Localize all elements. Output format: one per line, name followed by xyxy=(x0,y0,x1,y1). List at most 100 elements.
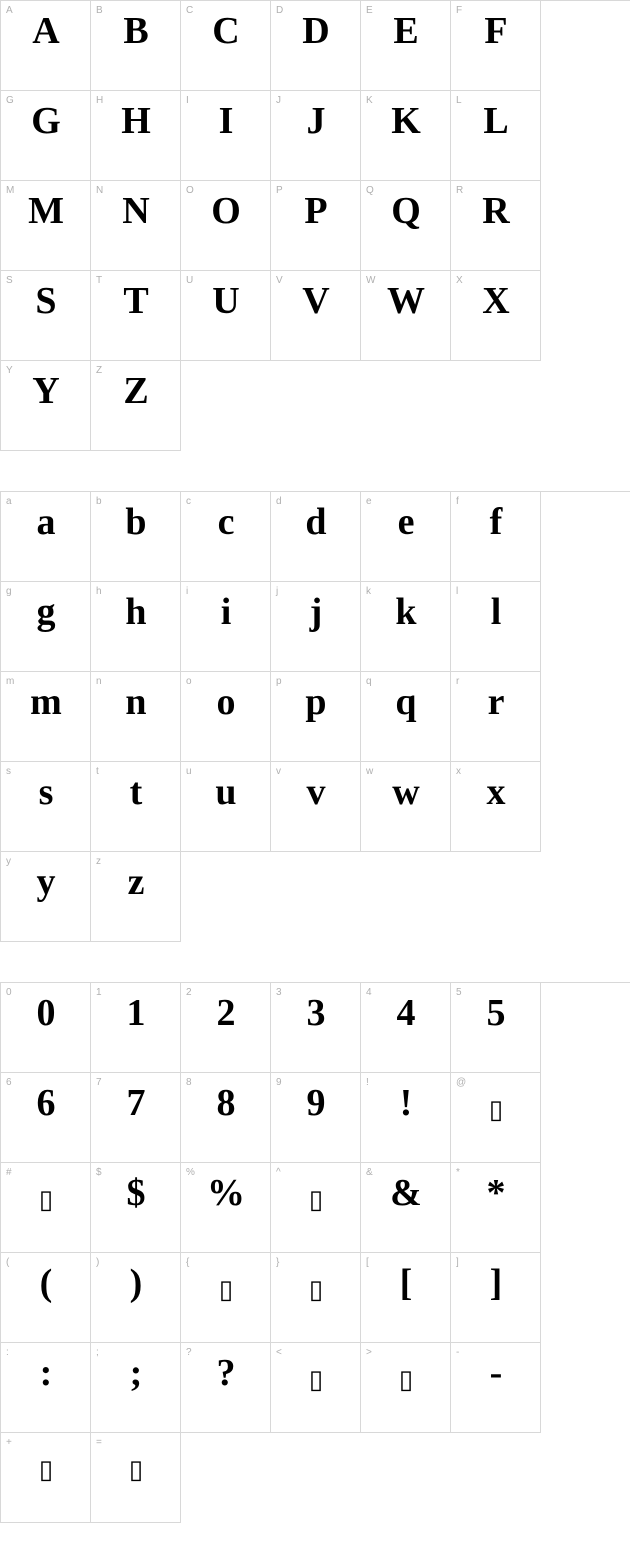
glyph-cell: -- xyxy=(451,1343,541,1433)
cell-glyph: D xyxy=(271,9,360,53)
glyph-cell: HH xyxy=(91,91,181,181)
cell-glyph: j xyxy=(271,590,360,634)
cell-glyph: 0 xyxy=(1,991,90,1035)
cell-glyph: 9 xyxy=(271,1081,360,1125)
cell-glyph: I xyxy=(181,99,270,143)
glyph-cell: qq xyxy=(361,672,451,762)
cell-glyph: o xyxy=(181,680,270,724)
cell-glyph: M xyxy=(1,189,90,233)
glyph-cell: ee xyxy=(361,492,451,582)
cell-glyph: H xyxy=(91,99,180,143)
glyph-cell: DD xyxy=(271,1,361,91)
glyph-cell: ?? xyxy=(181,1343,271,1433)
glyph-grid: AABBCCDDEEFFGGHHIIJJKKLLMMNNOOPPQQRRSSTT… xyxy=(0,0,630,451)
glyph-cell: oo xyxy=(181,672,271,762)
cell-glyph: X xyxy=(451,279,540,323)
cell-glyph: ▯ xyxy=(271,1267,360,1311)
glyph-cell: ff xyxy=(451,492,541,582)
glyph-cell: ZZ xyxy=(91,361,181,451)
glyph-cell: 88 xyxy=(181,1073,271,1163)
cell-glyph: v xyxy=(271,770,360,814)
cell-glyph: n xyxy=(91,680,180,724)
cell-glyph: ▯ xyxy=(91,1447,180,1491)
cell-glyph: 8 xyxy=(181,1081,270,1125)
glyph-cell: 00 xyxy=(1,983,91,1073)
cell-glyph: S xyxy=(1,279,90,323)
glyph-cell: EE xyxy=(361,1,451,91)
glyph-cell: {▯ xyxy=(181,1253,271,1343)
section-lowercase: aabbccddeeffgghhiijjkkllmmnnooppqqrrsstt… xyxy=(0,491,640,942)
cell-glyph: z xyxy=(91,860,180,904)
cell-glyph: & xyxy=(361,1171,450,1215)
glyph-grid: aabbccddeeffgghhiijjkkllmmnnooppqqrrsstt… xyxy=(0,491,630,942)
glyph-cell: (( xyxy=(1,1253,91,1343)
cell-glyph: d xyxy=(271,500,360,544)
cell-glyph: F xyxy=(451,9,540,53)
cell-glyph: G xyxy=(1,99,90,143)
cell-glyph: u xyxy=(181,770,270,814)
glyph-cell: NN xyxy=(91,181,181,271)
cell-glyph: f xyxy=(451,500,540,544)
cell-glyph: a xyxy=(1,500,90,544)
cell-glyph: ▯ xyxy=(1,1447,90,1491)
cell-glyph: [ xyxy=(361,1261,450,1305)
cell-glyph: l xyxy=(451,590,540,634)
cell-glyph: ( xyxy=(1,1261,90,1305)
glyph-cell: JJ xyxy=(271,91,361,181)
section-numbers-symbols: 00112233445566778899!!@▯#▯$$%%^▯&&**(())… xyxy=(0,982,640,1523)
cell-glyph: x xyxy=(451,770,540,814)
glyph-cell: RR xyxy=(451,181,541,271)
glyph-cell: ** xyxy=(451,1163,541,1253)
cell-glyph: ▯ xyxy=(271,1177,360,1221)
cell-glyph: t xyxy=(91,770,180,814)
glyph-cell: )) xyxy=(91,1253,181,1343)
cell-glyph: Y xyxy=(1,369,90,413)
glyph-cell: xx xyxy=(451,762,541,852)
glyph-cell: 99 xyxy=(271,1073,361,1163)
glyph-cell: kk xyxy=(361,582,451,672)
cell-glyph: ] xyxy=(451,1261,540,1305)
character-map: AABBCCDDEEFFGGHHIIJJKKLLMMNNOOPPQQRRSSTT… xyxy=(0,0,640,1523)
cell-glyph: V xyxy=(271,279,360,323)
glyph-cell: && xyxy=(361,1163,451,1253)
cell-glyph: r xyxy=(451,680,540,724)
glyph-cell: SS xyxy=(1,271,91,361)
glyph-cell: QQ xyxy=(361,181,451,271)
glyph-cell: yy xyxy=(1,852,91,942)
cell-glyph: ▯ xyxy=(1,1177,90,1221)
cell-glyph: g xyxy=(1,590,90,634)
section-uppercase: AABBCCDDEEFFGGHHIIJJKKLLMMNNOOPPQQRRSSTT… xyxy=(0,0,640,451)
cell-glyph: 3 xyxy=(271,991,360,1035)
cell-glyph: Q xyxy=(361,189,450,233)
glyph-cell: +▯ xyxy=(1,1433,91,1523)
glyph-grid: 00112233445566778899!!@▯#▯$$%%^▯&&**(())… xyxy=(0,982,630,1523)
cell-glyph: Z xyxy=(91,369,180,413)
cell-glyph: A xyxy=(1,9,90,53)
cell-glyph: ? xyxy=(181,1351,270,1395)
cell-glyph: N xyxy=(91,189,180,233)
cell-glyph: 5 xyxy=(451,991,540,1035)
glyph-cell: ww xyxy=(361,762,451,852)
glyph-cell: 33 xyxy=(271,983,361,1073)
glyph-cell: hh xyxy=(91,582,181,672)
cell-glyph: ▯ xyxy=(271,1357,360,1401)
glyph-cell: pp xyxy=(271,672,361,762)
cell-glyph: q xyxy=(361,680,450,724)
glyph-cell: :: xyxy=(1,1343,91,1433)
glyph-cell: !! xyxy=(361,1073,451,1163)
glyph-cell: CC xyxy=(181,1,271,91)
glyph-cell: [[ xyxy=(361,1253,451,1343)
glyph-cell: LL xyxy=(451,91,541,181)
cell-glyph: E xyxy=(361,9,450,53)
glyph-cell: mm xyxy=(1,672,91,762)
cell-glyph: h xyxy=(91,590,180,634)
cell-glyph: m xyxy=(1,680,90,724)
cell-glyph: 6 xyxy=(1,1081,90,1125)
cell-glyph: w xyxy=(361,770,450,814)
cell-glyph: ▯ xyxy=(181,1267,270,1311)
cell-glyph: p xyxy=(271,680,360,724)
cell-glyph: ▯ xyxy=(451,1087,540,1131)
glyph-cell: 66 xyxy=(1,1073,91,1163)
cell-glyph: c xyxy=(181,500,270,544)
glyph-cell: bb xyxy=(91,492,181,582)
